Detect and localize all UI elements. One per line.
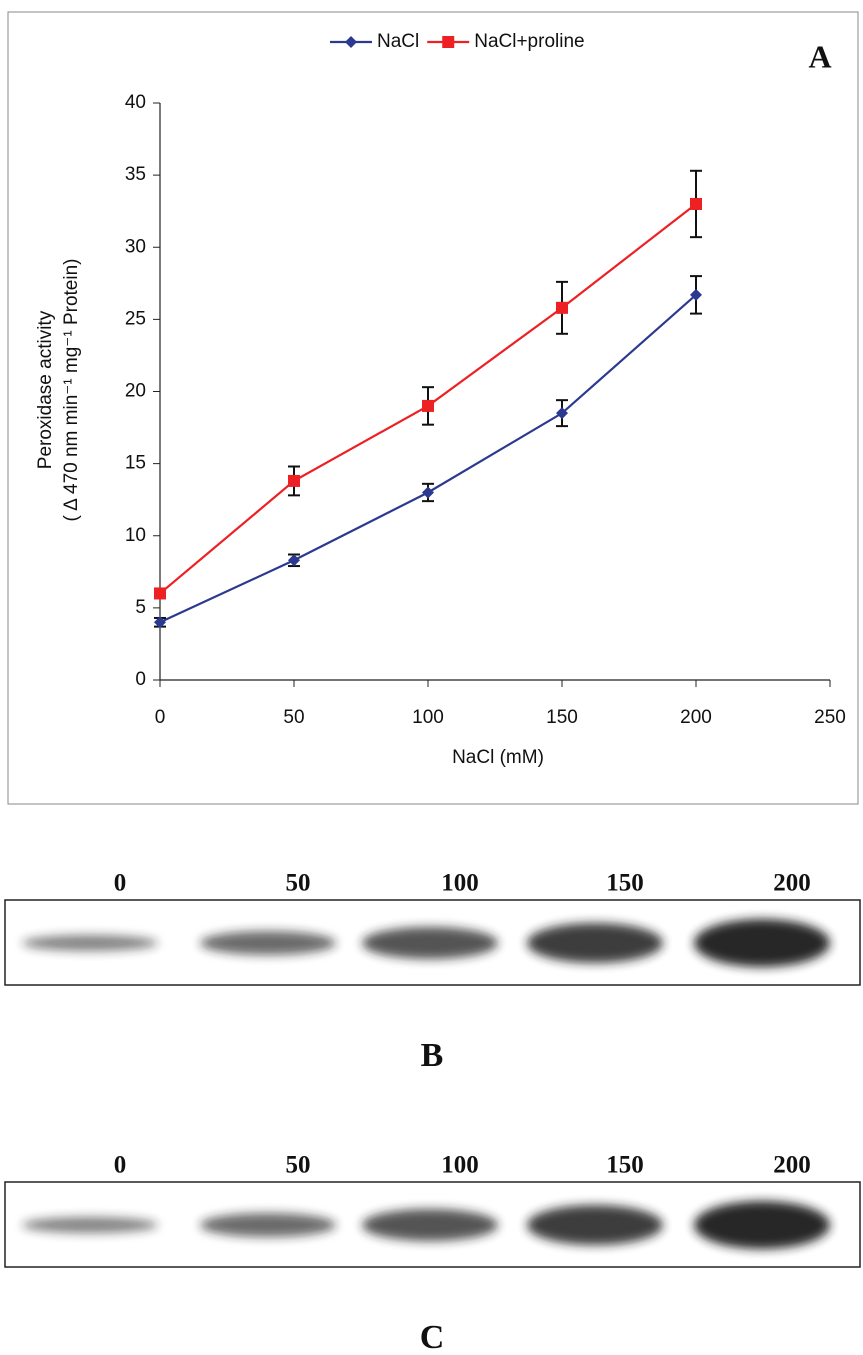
legend-marker	[442, 36, 454, 48]
marker	[690, 198, 702, 210]
lane-label: 50	[286, 1152, 311, 1179]
y-axis-label: ( Δ 470 nm min⁻¹ mg⁻¹ Protein)	[61, 259, 82, 522]
gel-band	[22, 935, 158, 951]
marker	[422, 486, 434, 498]
gel-band	[527, 923, 663, 963]
lane-label: 50	[286, 870, 311, 897]
y-tick-label: 25	[125, 308, 146, 329]
y-tick-label: 20	[125, 381, 146, 402]
gel-band	[362, 927, 498, 959]
lane-label: 200	[773, 870, 811, 897]
gels: 0 50 100 150 200 B 0 50 100 150 200 C	[5, 870, 860, 1355]
x-tick-label: 50	[283, 707, 304, 728]
y-axis-label: Peroxidase activity	[35, 310, 56, 469]
lane-label: 100	[441, 1152, 479, 1179]
y-tick-label: 35	[125, 164, 146, 185]
y-tick-label: 15	[125, 453, 146, 474]
x-tick-label: 150	[546, 707, 578, 728]
lane-label: 0	[114, 1152, 127, 1179]
marker	[288, 475, 300, 487]
y-tick-label: 0	[135, 669, 146, 690]
y-tick-label: 5	[135, 597, 146, 618]
gel-band	[527, 1205, 663, 1245]
x-tick-label: 0	[155, 707, 166, 728]
x-tick-label: 100	[412, 707, 444, 728]
lane-label: 150	[606, 1152, 644, 1179]
panel-label: A	[808, 38, 831, 74]
lane-label: 200	[773, 1152, 811, 1179]
marker	[422, 400, 434, 412]
panel-label: B	[421, 1037, 444, 1074]
y-tick-label: 10	[125, 525, 146, 546]
series-line	[160, 295, 696, 622]
gel-band	[694, 919, 830, 967]
lane-label: 100	[441, 870, 479, 897]
lane-label: 0	[114, 870, 127, 897]
gel-band	[694, 1201, 830, 1249]
gel-band	[22, 1217, 158, 1233]
x-tick-label: 200	[680, 707, 712, 728]
gel-band	[200, 931, 336, 955]
y-tick-label: 30	[125, 236, 146, 257]
page: {"chart_data": {"type": "line", "panel":…	[0, 0, 863, 1355]
marker	[154, 587, 166, 599]
legend-label: NaCl+proline	[474, 31, 584, 52]
figure: A NaCl (mM) Peroxidase activity ( Δ 470 …	[0, 0, 863, 1355]
x-tick-label: 250	[814, 707, 846, 728]
legend-marker	[345, 36, 357, 48]
legend-label: NaCl	[377, 31, 419, 52]
x-axis-label: NaCl (mM)	[452, 747, 544, 768]
marker	[288, 554, 300, 566]
lane-label: 150	[606, 870, 644, 897]
gel-band	[200, 1213, 336, 1237]
panel-label: C	[420, 1319, 445, 1355]
marker	[556, 302, 568, 314]
gel-band	[362, 1209, 498, 1241]
y-tick-label: 40	[125, 92, 146, 113]
